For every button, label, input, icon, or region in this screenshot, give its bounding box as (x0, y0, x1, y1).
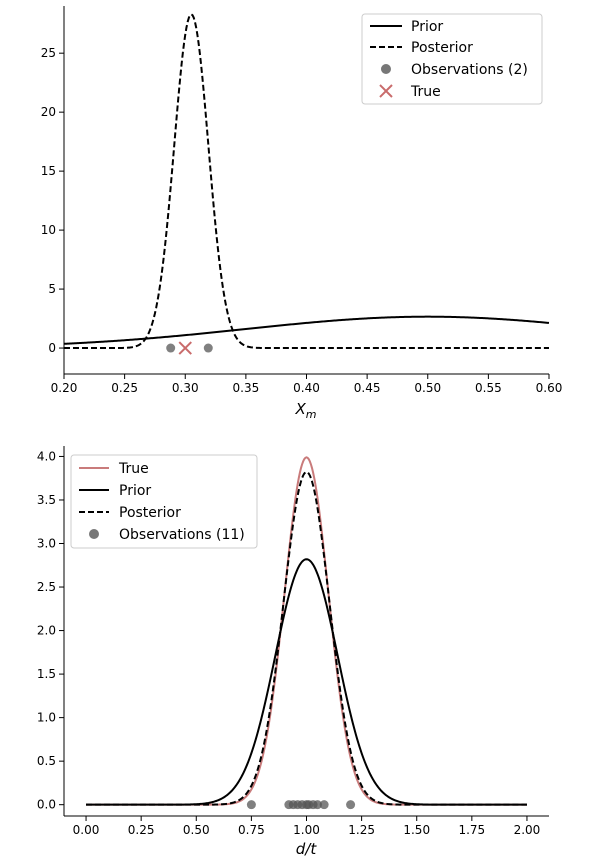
x-tick-label: 0.30 (172, 381, 199, 395)
x-tick-label: 1.75 (458, 823, 485, 837)
x-tick-label: 0.60 (536, 381, 563, 395)
x-tick-label: 0.50 (183, 823, 210, 837)
y-tick-label: 0.0 (37, 798, 56, 812)
chart-top: 0.20 0.25 0.30 0.35 0.40 0.45 0.50 0.55 0.60 0 5 10… (41, 6, 563, 421)
legend-observations-swatch (381, 64, 391, 74)
observation-point (313, 800, 323, 810)
chart-top-legend: Prior Posterior Observations (2) True (361, 13, 543, 105)
y-tick-label: 3.0 (37, 537, 56, 551)
legend-box (70, 454, 258, 549)
x-tick-label: 0.40 (293, 381, 320, 395)
prior-curve (86, 558, 527, 806)
chart-top-true-marker (178, 341, 192, 355)
chart-bottom: 0.00 0.25 0.50 0.75 1.00 1.25 1.50 1.75 2.00 0.0 0… (37, 446, 549, 858)
observation-point (346, 800, 356, 810)
chart-bottom-observations (246, 800, 356, 810)
legend-observations-label: Observations (2) (411, 62, 528, 78)
y-tick-label: 2.0 (37, 624, 56, 638)
y-tick-label: 3.5 (37, 493, 56, 507)
x-tick-label: 0.20 (51, 381, 78, 395)
x-tick-label: 0.35 (233, 381, 260, 395)
x-tick-label: 0.25 (128, 823, 155, 837)
y-tick-label: 5 (48, 282, 56, 296)
y-tick-label: 25 (41, 46, 56, 60)
x-tick-label: 0.00 (73, 823, 100, 837)
observation-point (203, 343, 213, 353)
legend-prior-label: Prior (119, 483, 151, 499)
x-tick-label: 0.25 (111, 381, 138, 395)
x-tick-label: 1.00 (293, 823, 320, 837)
x-tick-label: 2.00 (514, 823, 541, 837)
legend-observations-label: Observations (11) (119, 527, 245, 543)
y-tick-label: 0 (48, 341, 56, 355)
x-tick-label: 1.50 (403, 823, 430, 837)
chart-top-axes: 0.20 0.25 0.30 0.35 0.40 0.45 0.50 0.55 0.60 0 5 10… (41, 6, 563, 395)
x-tick-label: 1.25 (348, 823, 375, 837)
legend-posterior-label: Posterior (119, 505, 181, 521)
x-tick-label: 0.50 (414, 381, 441, 395)
y-tick-label: 10 (41, 223, 56, 237)
legend-true-swatch (379, 84, 393, 98)
y-tick-label: 20 (41, 105, 56, 119)
y-tick-label: 2.5 (37, 580, 56, 594)
y-tick-label: 4.0 (37, 449, 56, 463)
legend-true-label: True (118, 461, 149, 477)
chart-top-observations (166, 343, 213, 353)
chart-bottom-legend: True Prior Posterior Observations (11) (70, 454, 258, 549)
legend-box (361, 13, 543, 105)
chart-bottom-axes: 0.00 0.25 0.50 0.75 1.00 1.25 1.50 1.75 2.00 0.0 0… (37, 446, 549, 837)
y-tick-label: 1.5 (37, 667, 56, 681)
x-tick-label: 0.75 (238, 823, 265, 837)
chart-top-x-axis-label: Xm (295, 400, 317, 421)
posterior-curve (86, 470, 527, 806)
legend-posterior-label: Posterior (411, 40, 473, 56)
legend-prior-label: Prior (411, 19, 443, 35)
true-marker-stroke (178, 341, 192, 355)
chart-bottom-x-axis-label: d/t (296, 840, 318, 858)
observation-point (319, 800, 329, 810)
x-tick-label: 0.45 (354, 381, 381, 395)
y-tick-label: 1.0 (37, 711, 56, 725)
chart-bottom-curves (86, 456, 527, 806)
prior-curve (63, 315, 550, 345)
posterior-curve (64, 13, 549, 350)
legend-true-label: True (410, 84, 441, 100)
x-tick-label: 0.55 (475, 381, 502, 395)
y-tick-label: 15 (41, 164, 56, 178)
observation-point (166, 343, 176, 353)
legend-observations-swatch (89, 529, 99, 539)
y-tick-label: 0.5 (37, 754, 56, 768)
observation-point (246, 800, 256, 810)
chart-top-curves (63, 13, 550, 350)
